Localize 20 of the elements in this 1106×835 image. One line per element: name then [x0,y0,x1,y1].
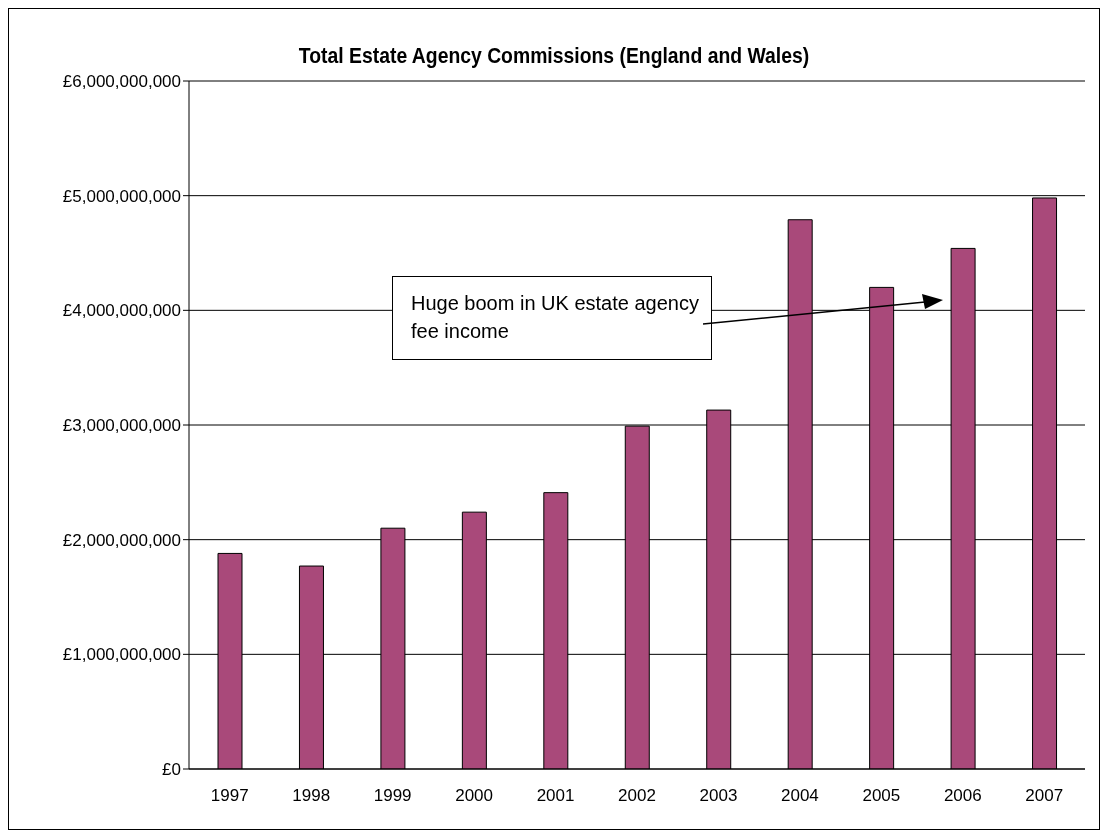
x-tick-label: 2000 [455,786,493,806]
x-tick-label: 2001 [536,786,575,806]
x-tick-label: 2003 [699,786,738,806]
annotation: Huge boom in UK estate agency fee income [411,291,700,344]
x-tick-label: 1998 [292,786,331,806]
x-tick-label: 1997 [210,786,249,806]
y-tick-label: £4,000,000,000 [62,301,181,321]
x-tick-label: 2007 [1025,786,1064,806]
x-tick-label: 2006 [943,786,982,806]
y-tick-label: £6,000,000,000 [62,72,181,92]
x-tick-label: 2005 [862,786,901,806]
x-tick-label: 2004 [781,786,819,806]
y-tick-label: £2,000,000,000 [62,530,181,550]
y-tick-label: £5,000,000,000 [62,186,181,206]
x-tick-label: 1999 [373,786,412,806]
y-tick-label: £0 [162,760,181,780]
chart-title: Total Estate Agency Commissions (England and Wales) [297,43,811,69]
y-tick-label: £3,000,000,000 [62,416,181,436]
x-tick-label: 2002 [618,786,656,806]
y-tick-label: £1,000,000,000 [62,645,181,665]
